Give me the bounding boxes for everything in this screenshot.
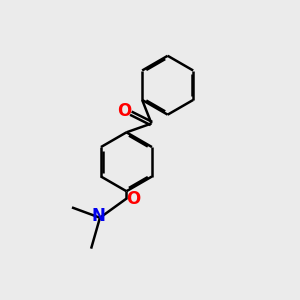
Text: O: O <box>126 190 140 208</box>
Text: N: N <box>92 207 105 225</box>
Text: O: O <box>117 102 131 120</box>
